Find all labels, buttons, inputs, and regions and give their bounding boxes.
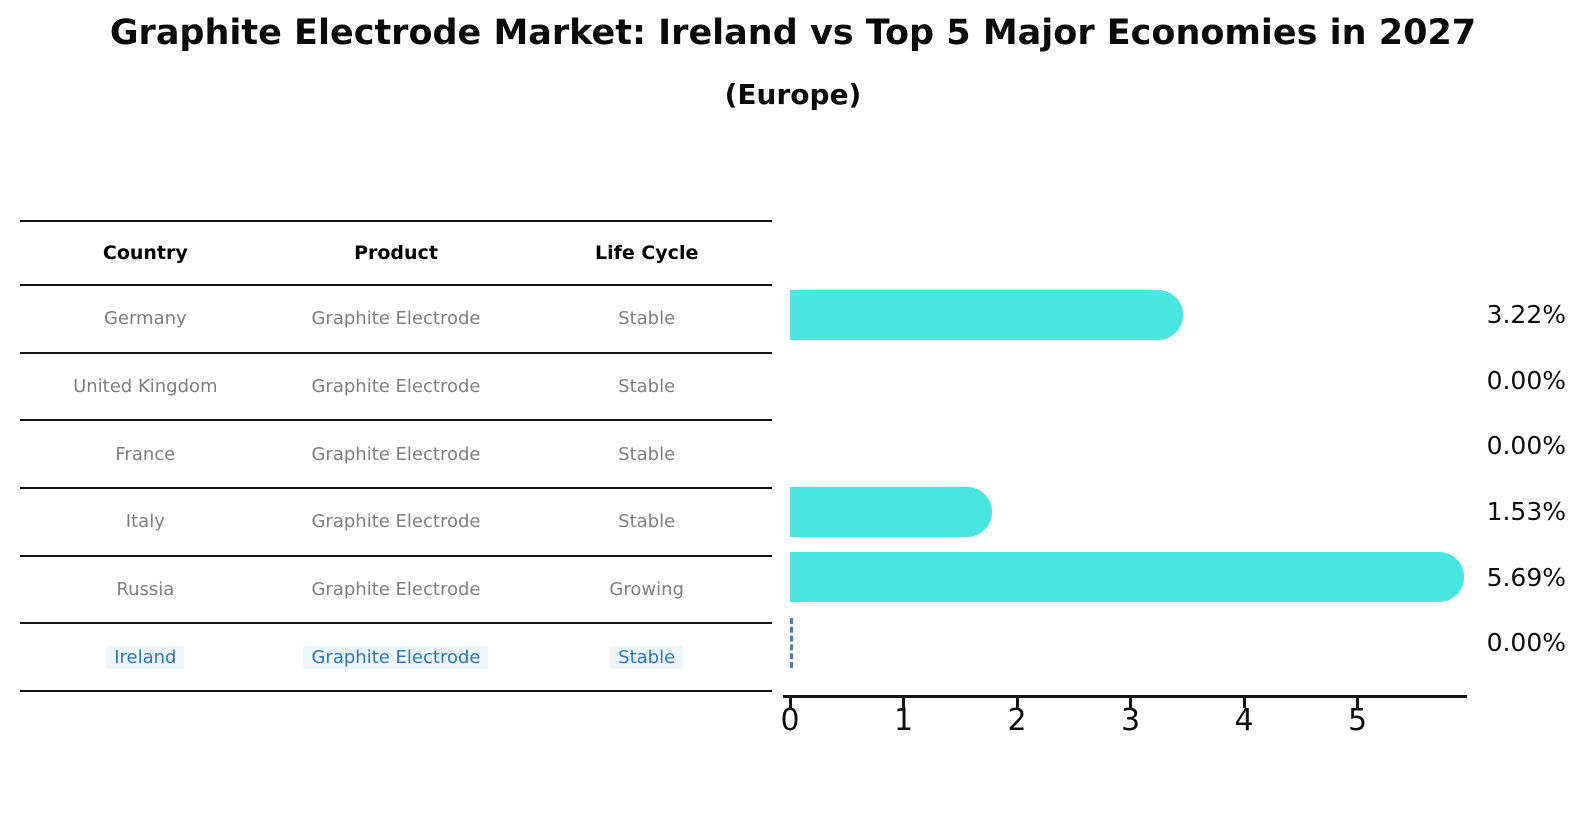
x-tick	[1242, 697, 1246, 708]
x-tick-label: 3	[1120, 703, 1141, 738]
plot-area	[790, 282, 1466, 676]
table-row: Germany Graphite Electrode Stable	[20, 284, 772, 352]
x-tick-label: 1	[893, 703, 914, 738]
table-cell-product: Graphite Electrode	[271, 645, 522, 669]
x-tick	[1129, 697, 1132, 708]
x-tick-label: 4	[1234, 703, 1254, 738]
table-body: Germany Graphite Electrode Stable United…	[20, 284, 772, 690]
table-row: France Graphite Electrode Stable	[20, 419, 772, 487]
table-cell-country: France	[20, 443, 271, 466]
product-label: Graphite Electrode	[311, 375, 481, 397]
chart-row	[790, 479, 1466, 545]
table-cell-country: Italy	[20, 510, 271, 533]
table-row: United Kingdom Graphite Electrode Stable	[20, 351, 772, 420]
table-cell-country: Ireland	[20, 645, 271, 669]
table-row: Italy Graphite Electrode Stable	[20, 486, 772, 555]
product-label: Graphite Electrode	[303, 645, 489, 669]
x-tick	[788, 697, 792, 708]
product-label: Graphite Electrode	[311, 511, 481, 533]
chart-title: Graphite Electrode Market: Ireland vs To…	[109, 13, 1477, 53]
table-cell-country: Germany	[20, 307, 271, 330]
chart-row	[790, 348, 1466, 414]
bar-russia	[790, 552, 1464, 603]
table-cell-product: Graphite Electrode	[271, 307, 522, 330]
country-label: France	[115, 443, 176, 465]
value-label: 5.69%	[1486, 562, 1566, 592]
product-label: Graphite Electrode	[311, 578, 481, 600]
life-cycle-label: Stable	[618, 511, 676, 533]
table-row: Ireland Graphite Electrode Stable	[20, 622, 772, 690]
table-cell-life-cycle: Growing	[521, 578, 772, 601]
value-label: 0.00%	[1486, 431, 1566, 461]
table-cell-product: Graphite Electrode	[271, 375, 522, 398]
x-tick	[1356, 697, 1359, 708]
country-label: Ireland	[106, 645, 185, 669]
country-label: Italy	[125, 511, 165, 533]
x-tick-label: 0	[780, 703, 800, 738]
country-table: Country Product Life Cycle Germany Graph…	[20, 220, 772, 692]
value-label: 3.22%	[1486, 299, 1566, 329]
table-cell-country: United Kingdom	[20, 375, 271, 398]
table-cell-product: Graphite Electrode	[271, 510, 522, 533]
chart-row	[790, 545, 1466, 611]
table-row: Russia Graphite Electrode Growing	[20, 554, 772, 623]
country-label: United Kingdom	[73, 375, 218, 397]
life-cycle-label: Stable	[618, 375, 676, 397]
header-life-cycle: Life Cycle	[594, 242, 699, 264]
table-cell-country: Russia	[20, 578, 271, 601]
life-cycle-label: Stable	[618, 443, 676, 465]
product-label: Graphite Electrode	[311, 443, 481, 465]
ireland-zero-dashed-marker	[790, 618, 793, 669]
chart-row	[790, 282, 1466, 348]
bar-germany	[790, 289, 1184, 340]
x-tick-label: 2	[1007, 703, 1027, 738]
x-tick-label: 5	[1347, 703, 1368, 738]
table-cell-life-cycle: Stable	[521, 510, 772, 533]
value-label: 1.53%	[1486, 496, 1566, 526]
table-cell-life-cycle: Stable	[521, 443, 772, 466]
table-cell-life-cycle: Stable	[521, 375, 772, 398]
table-header-row: Country Product Life Cycle	[20, 220, 772, 284]
bar-italy	[790, 486, 992, 537]
x-tick	[1015, 697, 1019, 708]
chart-subtitle: (Europe)	[724, 78, 862, 111]
table-cell-life-cycle: Stable	[521, 645, 772, 669]
x-tick	[902, 697, 905, 708]
life-cycle-label: Stable	[618, 308, 676, 330]
x-axis-line	[783, 695, 1467, 698]
chart-row	[790, 413, 1466, 479]
life-cycle-label: Growing	[609, 578, 684, 600]
country-label: Germany	[103, 308, 187, 330]
table-cell-product: Graphite Electrode	[271, 578, 522, 601]
country-label: Russia	[116, 578, 175, 600]
header-country: Country	[102, 242, 188, 264]
product-label: Graphite Electrode	[311, 308, 481, 330]
header-product: Product	[354, 242, 438, 264]
table-cell-product: Graphite Electrode	[271, 443, 522, 466]
value-label: 0.00%	[1486, 628, 1566, 658]
value-label: 0.00%	[1486, 365, 1566, 395]
life-cycle-label: Stable	[610, 645, 684, 669]
chart-row	[790, 610, 1466, 676]
table-cell-life-cycle: Stable	[521, 307, 772, 330]
